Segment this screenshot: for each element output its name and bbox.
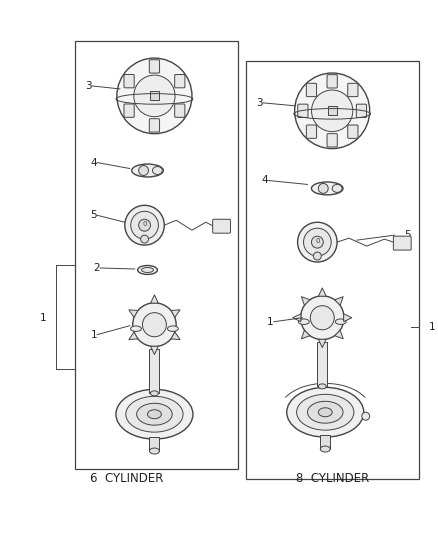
- Text: 1: 1: [39, 313, 46, 323]
- Text: 6  CYLINDER: 6 CYLINDER: [90, 472, 164, 486]
- Ellipse shape: [138, 265, 157, 274]
- Text: 4: 4: [261, 175, 268, 185]
- Polygon shape: [171, 332, 180, 340]
- Text: 1: 1: [91, 329, 97, 340]
- Polygon shape: [335, 297, 343, 305]
- Ellipse shape: [148, 410, 161, 419]
- Circle shape: [142, 313, 166, 337]
- Circle shape: [139, 219, 151, 231]
- Bar: [75, 41, 238, 469]
- Circle shape: [139, 166, 148, 175]
- Text: 4: 4: [91, 158, 97, 167]
- FancyBboxPatch shape: [298, 104, 308, 117]
- FancyBboxPatch shape: [327, 75, 337, 88]
- Text: 1: 1: [429, 322, 435, 332]
- Circle shape: [300, 296, 344, 340]
- Circle shape: [311, 306, 334, 330]
- Ellipse shape: [152, 166, 162, 174]
- FancyBboxPatch shape: [393, 236, 411, 250]
- Ellipse shape: [311, 182, 343, 195]
- FancyBboxPatch shape: [306, 125, 317, 139]
- FancyBboxPatch shape: [348, 125, 358, 139]
- Polygon shape: [293, 314, 301, 321]
- Text: 5: 5: [91, 210, 97, 220]
- Circle shape: [117, 58, 192, 134]
- Ellipse shape: [137, 403, 172, 425]
- Circle shape: [133, 303, 176, 346]
- Bar: [318, 342, 327, 386]
- Text: 3: 3: [85, 81, 92, 91]
- FancyBboxPatch shape: [356, 104, 367, 117]
- Circle shape: [314, 252, 321, 260]
- Text: 8  CYLINDER: 8 CYLINDER: [296, 472, 369, 486]
- FancyBboxPatch shape: [149, 60, 159, 73]
- Ellipse shape: [132, 164, 163, 177]
- Circle shape: [131, 211, 159, 239]
- Ellipse shape: [116, 389, 193, 439]
- Bar: [320, 435, 330, 449]
- Ellipse shape: [131, 326, 141, 332]
- Circle shape: [304, 228, 331, 256]
- Polygon shape: [171, 310, 180, 317]
- Ellipse shape: [126, 397, 183, 432]
- Ellipse shape: [332, 184, 342, 192]
- Ellipse shape: [167, 326, 178, 332]
- Circle shape: [125, 205, 164, 245]
- Polygon shape: [301, 330, 310, 339]
- Text: 2: 2: [93, 263, 100, 273]
- Circle shape: [311, 236, 323, 248]
- Circle shape: [295, 73, 370, 149]
- Ellipse shape: [320, 446, 330, 452]
- Ellipse shape: [287, 387, 364, 437]
- Ellipse shape: [149, 448, 159, 454]
- Polygon shape: [318, 288, 326, 296]
- FancyBboxPatch shape: [348, 83, 358, 96]
- Polygon shape: [301, 297, 310, 305]
- Ellipse shape: [336, 319, 346, 325]
- FancyBboxPatch shape: [149, 119, 159, 132]
- Ellipse shape: [151, 391, 159, 396]
- FancyBboxPatch shape: [213, 219, 230, 233]
- Text: 0: 0: [315, 238, 320, 244]
- Text: 1: 1: [267, 317, 274, 327]
- FancyBboxPatch shape: [124, 104, 134, 117]
- Polygon shape: [344, 314, 352, 321]
- Circle shape: [311, 90, 353, 132]
- Ellipse shape: [297, 394, 354, 430]
- Polygon shape: [318, 340, 326, 348]
- Polygon shape: [335, 330, 343, 339]
- Ellipse shape: [318, 408, 332, 417]
- FancyBboxPatch shape: [124, 75, 134, 88]
- Polygon shape: [129, 310, 138, 317]
- Polygon shape: [151, 295, 158, 303]
- Polygon shape: [129, 332, 138, 340]
- Circle shape: [141, 235, 148, 243]
- Circle shape: [134, 75, 175, 117]
- FancyBboxPatch shape: [175, 104, 185, 117]
- Bar: [150, 91, 159, 100]
- Circle shape: [297, 222, 337, 262]
- Text: 0: 0: [142, 221, 147, 227]
- Bar: [328, 106, 337, 115]
- Ellipse shape: [307, 401, 343, 423]
- Bar: [246, 61, 419, 479]
- Polygon shape: [151, 346, 158, 354]
- Ellipse shape: [298, 319, 309, 325]
- Ellipse shape: [141, 268, 153, 272]
- FancyBboxPatch shape: [175, 75, 185, 88]
- Circle shape: [362, 412, 370, 420]
- Circle shape: [318, 183, 328, 193]
- Bar: [149, 349, 159, 393]
- Text: 5: 5: [404, 230, 411, 240]
- Text: 3: 3: [256, 98, 263, 108]
- Ellipse shape: [318, 384, 326, 389]
- FancyBboxPatch shape: [306, 83, 317, 96]
- Bar: [149, 437, 159, 451]
- FancyBboxPatch shape: [327, 134, 337, 147]
